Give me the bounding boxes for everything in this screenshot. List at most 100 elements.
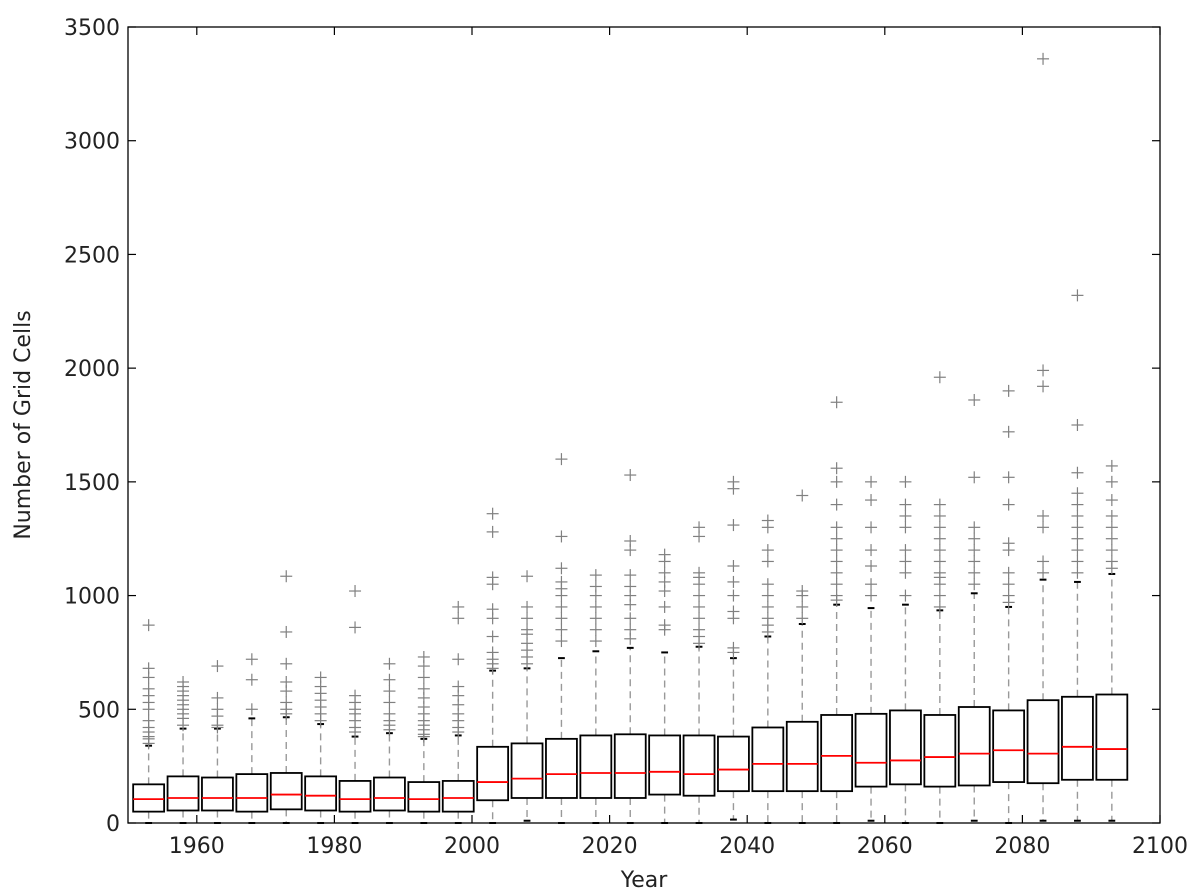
box-2083 [1026,52,1060,822]
outlier-point [761,612,774,625]
outlier-point [830,532,843,545]
outlier-point [142,662,155,675]
outlier-point [1071,466,1084,479]
outlier-point [1071,487,1084,500]
outlier-point [1002,471,1015,484]
box-1988 [373,657,406,824]
outlier-point [830,521,843,534]
outlier-point [383,696,396,709]
outlier-point [1105,521,1118,534]
outlier-point [727,605,740,618]
box-2013 [545,453,578,824]
iqr-box [613,733,647,799]
x-tick-label: 1960 [169,834,225,859]
outlier-point [245,673,258,686]
outlier-point [727,560,740,573]
outlier-point [280,675,293,688]
box-2088 [1061,289,1094,822]
outlier-point [555,453,568,466]
outlier-point [968,393,981,406]
outlier-point [245,703,258,716]
outlier-point [1037,380,1050,393]
box-1973 [269,570,303,824]
outlier-point [1105,555,1118,568]
outlier-point [830,544,843,557]
outlier-point [830,578,843,591]
outlier-point [383,707,396,720]
x-axis-label: Year [620,868,669,891]
outlier-point [761,514,774,527]
iqr-box [785,720,819,793]
outlier-point [1105,459,1118,472]
outlier-point [968,544,981,557]
outlier-point [865,494,878,507]
iqr-box [889,709,922,786]
outlier-point [796,600,809,613]
iqr-box [751,726,785,793]
outlier-point [142,714,155,727]
box-2038 [717,475,750,821]
outlier-point [417,682,430,695]
outlier-point [624,534,637,547]
outlier-point [830,396,843,409]
outlier-point [693,623,706,636]
outlier-point [727,475,740,488]
outlier-point [417,650,430,663]
y-tick-label: 3500 [64,16,120,41]
x-tick-label: 2060 [857,834,913,859]
outlier-point [211,691,224,704]
outlier-point [968,566,981,579]
outlier-point [899,475,912,488]
outlier-point [865,544,878,557]
outlier-point [555,600,568,613]
outlier-point [761,555,774,568]
outlier-point [589,612,602,625]
box-2008 [510,570,544,822]
outlier-point [1071,566,1084,579]
box-1968 [235,653,269,824]
outlier-point [1071,532,1084,545]
outlier-point [693,612,706,625]
outlier-point [830,462,843,475]
y-tick-label: 2500 [64,243,120,268]
outlier-point [521,570,534,583]
iqr-box [510,742,544,799]
outlier-point [658,566,671,579]
outlier-point [968,555,981,568]
outlier-point [933,544,946,557]
box-1983 [338,585,372,824]
outlier-point [933,555,946,568]
iqr-box [235,773,269,813]
y-tick-label: 1500 [64,471,120,496]
outlier-point [933,498,946,511]
outlier-point [865,589,878,602]
y-tick-label: 1000 [64,585,120,610]
box-2018 [579,569,613,824]
x-tick-label: 2040 [719,834,775,859]
outlier-point [899,498,912,511]
outlier-point [555,562,568,575]
outlier-point [968,578,981,591]
box-2048 [785,489,819,824]
outlier-point [383,657,396,670]
outlier-point [865,475,878,488]
outlier-point [1037,509,1050,522]
outlier-point [486,525,499,538]
iqr-box [682,734,716,797]
outlier-point [314,671,327,684]
outlier-point [727,589,740,602]
outlier-point [761,578,774,591]
outlier-point [1037,566,1050,579]
outlier-point [761,544,774,557]
outlier-point [1002,384,1015,397]
outlier-point [796,612,809,625]
box-2003 [476,507,510,824]
box-2073 [957,393,991,822]
outlier-point [1071,498,1084,511]
outlier-point [933,532,946,545]
box-1953 [132,619,166,824]
outlier-point [142,619,155,632]
iqr-box [923,714,957,788]
outlier-point [1002,425,1015,438]
